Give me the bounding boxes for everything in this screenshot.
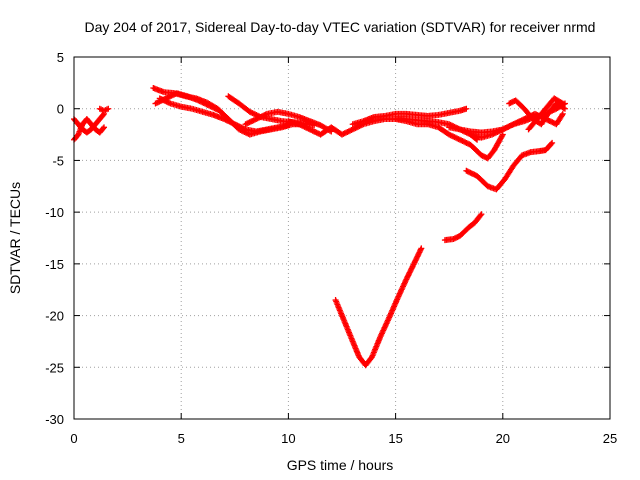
y-tick-label: 5 (57, 50, 64, 65)
data-point (418, 245, 425, 252)
x-axis-label: GPS time / hours (287, 457, 394, 473)
data-series (349, 105, 470, 128)
data-point (216, 107, 223, 114)
data-point (98, 106, 105, 113)
data-point (463, 105, 470, 112)
x-tick-label: 20 (496, 431, 510, 446)
plot-frame (73, 56, 611, 420)
data-point (558, 99, 565, 106)
data-series (441, 211, 485, 244)
data-series (71, 110, 108, 136)
data-point (477, 212, 484, 219)
data-point (560, 104, 567, 111)
data-point (559, 112, 566, 119)
grid-lines (74, 57, 610, 419)
data-point (561, 105, 568, 112)
x-tick-label: 25 (603, 431, 617, 446)
x-tick-label: 15 (388, 431, 402, 446)
data-series (463, 139, 556, 193)
data-point (559, 110, 566, 117)
x-tick-label: 0 (70, 431, 77, 446)
x-tick-label: 10 (281, 431, 295, 446)
data-series (332, 245, 425, 369)
y-tick-label: 0 (57, 102, 64, 117)
chart-title: Day 204 of 2017, Sidereal Day-to-day VTE… (85, 19, 596, 35)
data-point (549, 139, 556, 146)
data-series (152, 90, 223, 114)
data-point (100, 125, 107, 132)
data-point (499, 132, 506, 139)
data-series (96, 105, 112, 114)
data-point (548, 140, 555, 147)
data-point (101, 124, 108, 131)
y-tick-label: -15 (45, 257, 64, 272)
data-series (506, 97, 568, 128)
data-point (499, 131, 506, 138)
data-series (525, 95, 566, 133)
data-series (242, 108, 335, 135)
y-tick-label: -5 (52, 153, 64, 168)
data-points (71, 85, 568, 369)
axis-ticks: 0 5 10 15 20 25 5 0 -5 -10 -15 -20 -25 -30 (45, 50, 617, 446)
x-tick-label: 5 (178, 431, 185, 446)
y-tick-label: -10 (45, 205, 64, 220)
data-point (105, 105, 112, 112)
data-point (559, 100, 566, 107)
y-axis-label: SDTVAR / TECUs (7, 182, 23, 294)
data-point (103, 106, 110, 113)
y-tick-label: -20 (45, 309, 64, 324)
data-series (392, 116, 506, 162)
data-point (478, 211, 485, 218)
y-tick-label: -25 (45, 360, 64, 375)
y-tick-label: -30 (45, 412, 64, 427)
